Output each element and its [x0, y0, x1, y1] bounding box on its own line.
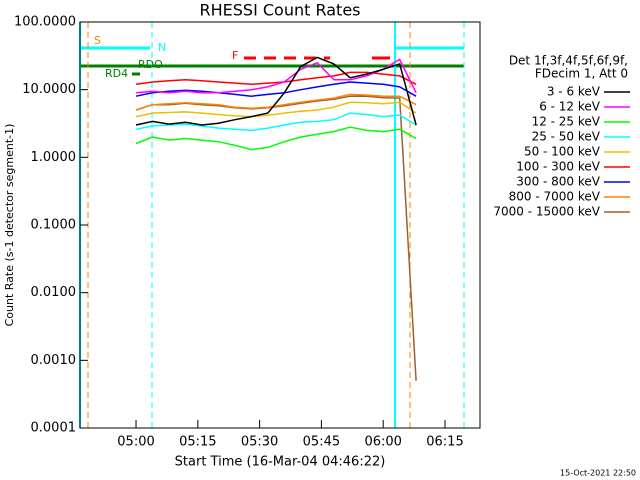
- y-tick-label: 10.0000: [22, 82, 76, 97]
- series-line: [135, 101, 417, 118]
- annotation: N: [158, 41, 166, 54]
- legend-title: Det 1f,3f,4f,5f,6f,9f,: [509, 54, 628, 68]
- x-tick-label: 05:30: [241, 435, 278, 450]
- legend-label: 800 - 7000 keV: [509, 190, 601, 204]
- x-tick-label: 06:15: [426, 435, 463, 450]
- legend-label: 50 - 100 keV: [524, 145, 601, 159]
- chart-title: RHESSI Count Rates: [200, 1, 361, 20]
- annotation: RD4: [105, 67, 128, 80]
- series-line: [135, 58, 417, 94]
- legend-label: 6 - 12 keV: [539, 100, 601, 114]
- y-axis-label: Count Rate (s-1 detector segment-1): [3, 124, 16, 327]
- legend-label: 100 - 300 keV: [516, 160, 600, 174]
- series-line: [135, 81, 417, 97]
- x-tick-label: 05:00: [117, 435, 154, 450]
- y-tick-label: 1.0000: [31, 150, 77, 165]
- y-tick-label: 0.1000: [31, 218, 77, 233]
- series-line: [135, 126, 417, 151]
- x-tick-label: 05:45: [303, 435, 340, 450]
- y-tick-label: 0.0100: [31, 285, 77, 300]
- plot: [135, 56, 417, 381]
- annotation: S: [94, 34, 101, 47]
- legend-title: FDecim 1, Att 0: [535, 67, 628, 81]
- legend-label: 300 - 800 keV: [516, 175, 600, 189]
- legend-label: 25 - 50 keV: [532, 130, 601, 144]
- series-line: [135, 56, 417, 126]
- x-axis-label: Start Time (16-Mar-04 04:46:22): [175, 455, 386, 470]
- series-line: [135, 93, 417, 111]
- annotation: RDO: [138, 58, 163, 71]
- x-tick-label: 06:00: [364, 435, 401, 450]
- legend-label: 7000 - 15000 keV: [493, 205, 600, 219]
- x-tick-label: 05:15: [179, 435, 216, 450]
- legend-label: 12 - 25 keV: [532, 115, 601, 129]
- y-tick-label: 0.0001: [31, 421, 77, 436]
- series-line: [135, 112, 417, 132]
- y-tick-label: 100.0000: [14, 15, 76, 30]
- annotation: F: [232, 49, 238, 62]
- legend-label: 3 - 6 keV: [547, 85, 601, 99]
- timestamp: 15-Oct-2021 22:50: [560, 469, 636, 478]
- y-tick-label: 0.0010: [31, 353, 77, 368]
